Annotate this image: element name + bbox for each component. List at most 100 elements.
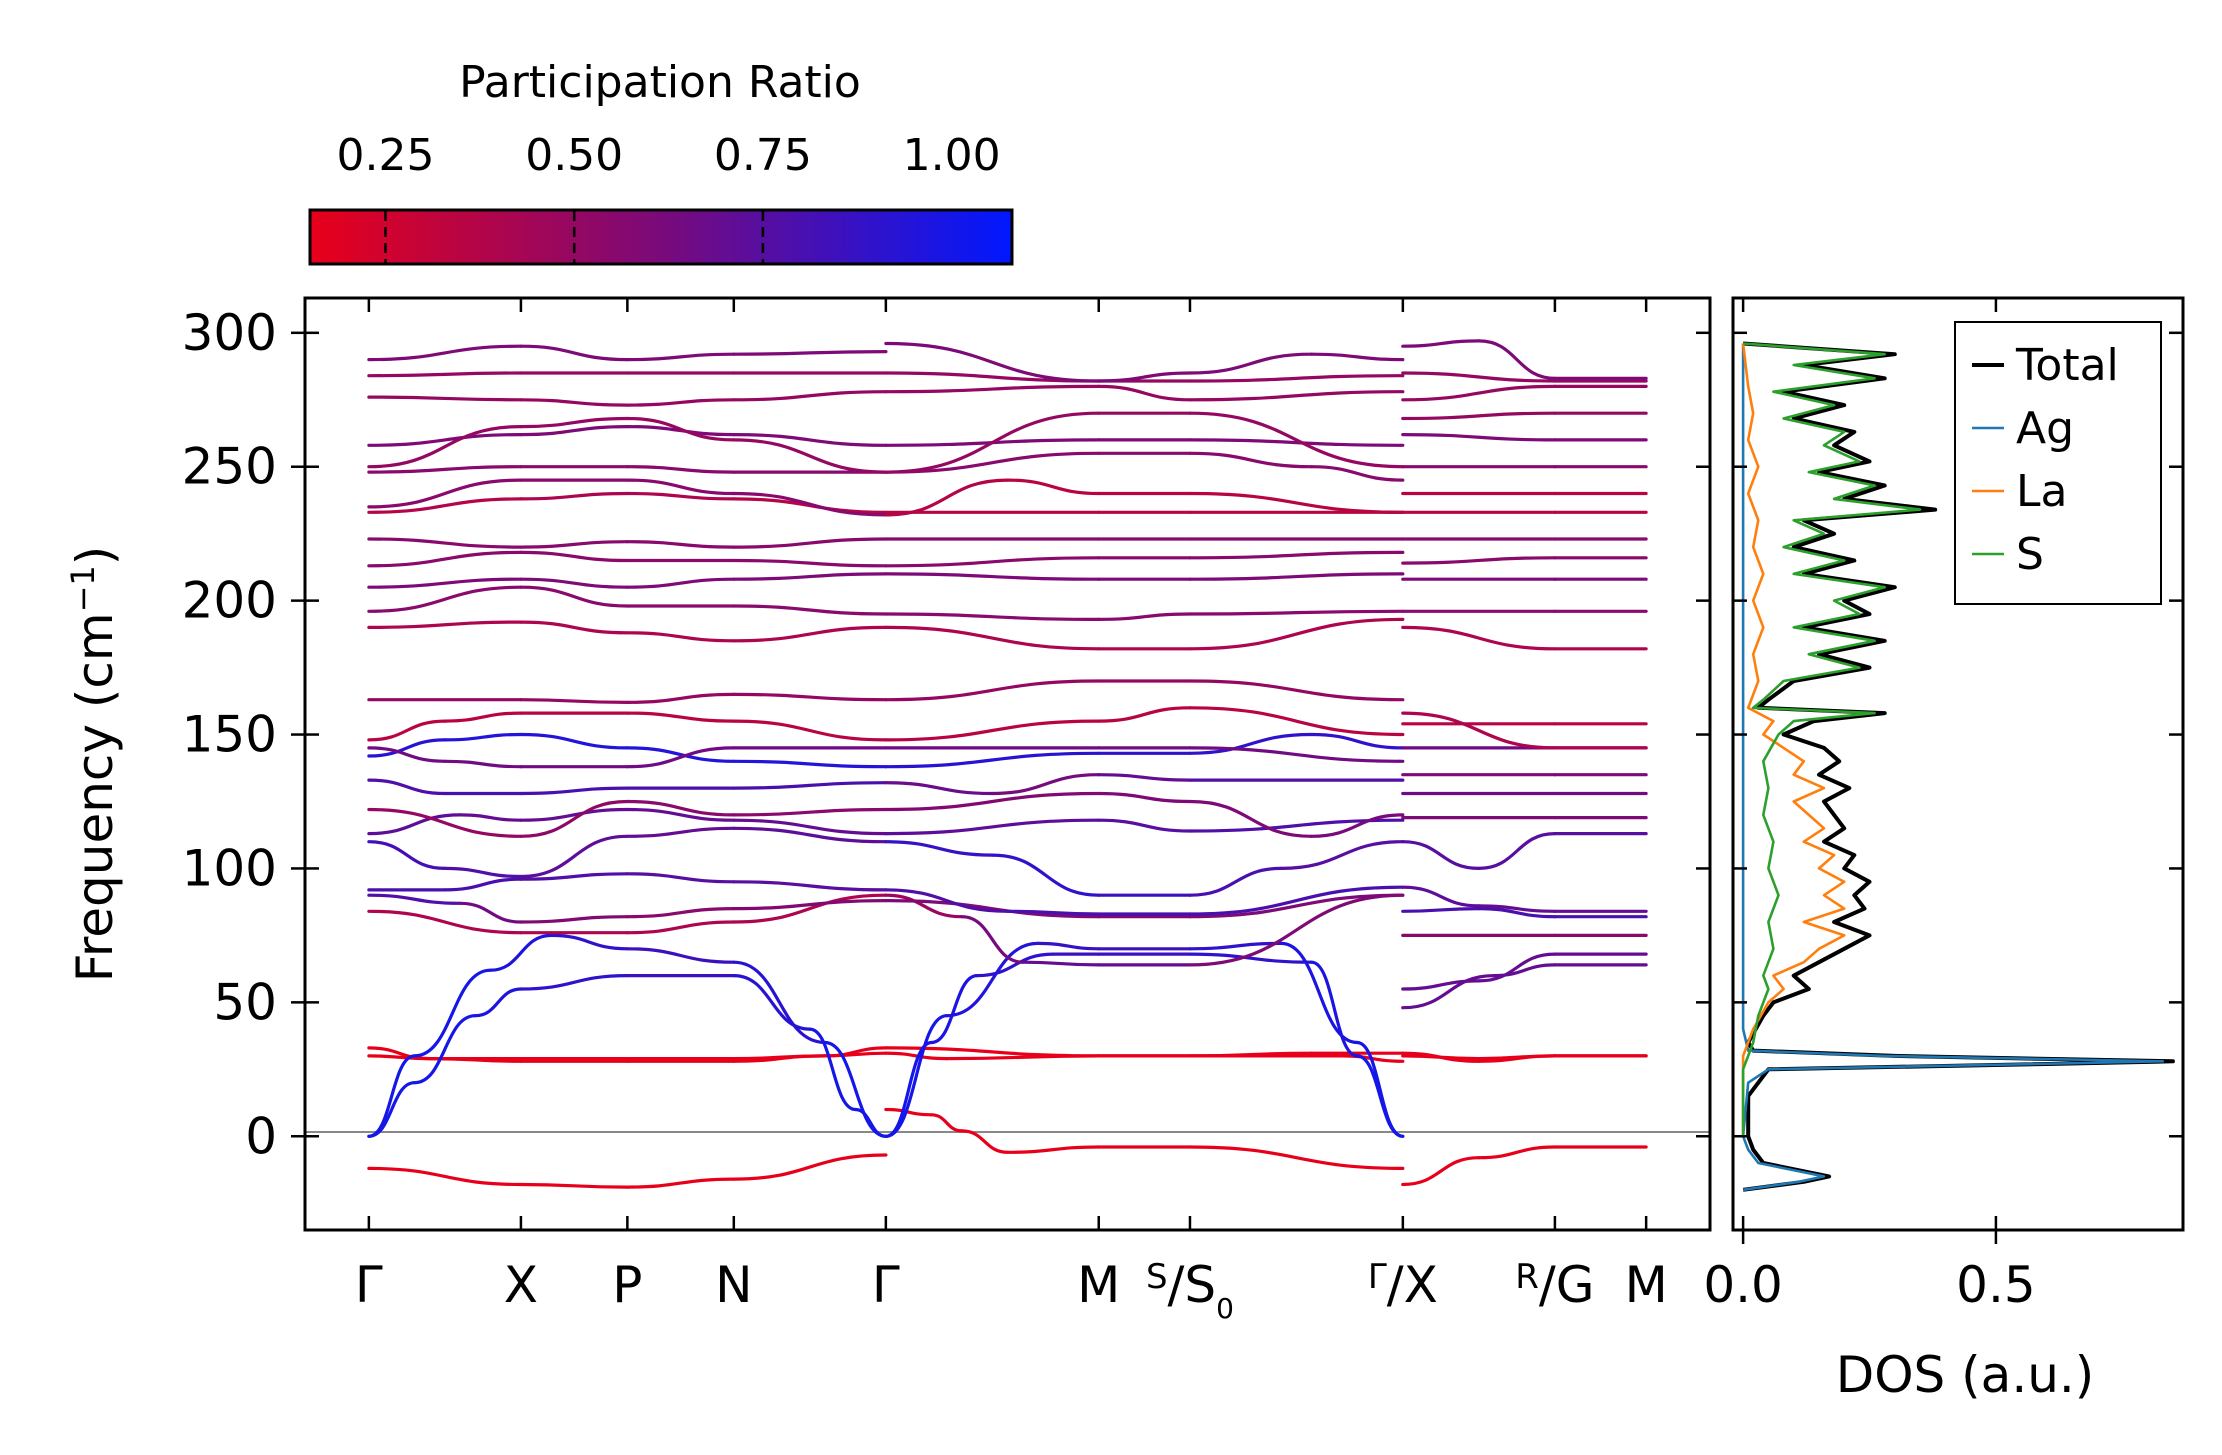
band-line-band-142 <box>884 751 1101 769</box>
band-line-band-125 <box>884 791 1101 812</box>
k-point-sup: Γ <box>1368 1257 1387 1297</box>
band-line-band-248 <box>1188 451 1314 469</box>
band-line-band-276 <box>625 398 736 407</box>
band-line-band-125 <box>732 807 888 817</box>
band-line-band-240 <box>1005 478 1101 496</box>
band-line-imag-1 <box>519 1182 629 1189</box>
k-point-split-label: S/S0 <box>1146 1256 1234 1325</box>
band-line-band-223 <box>625 540 736 549</box>
band-line-acoustic-2 <box>1036 941 1101 951</box>
band-line-band-142 <box>367 738 447 758</box>
band-line-band-118 <box>519 807 629 822</box>
dos-legend: Total Ag La S <box>1954 321 2162 605</box>
band-line-band-92 <box>1477 907 1557 919</box>
band-line-band-145 <box>625 746 736 769</box>
band-line-band-248 <box>1310 465 1405 482</box>
band-line-band-110 <box>1279 840 1405 870</box>
band-line-acoustic-1 <box>412 1014 477 1085</box>
band-line-band-205 <box>367 577 523 589</box>
band-line-band-150 <box>367 719 447 742</box>
band-line-band-266 <box>884 411 1101 474</box>
band-line-band-55 <box>1477 952 1557 983</box>
band-line-acoustic-1 <box>473 987 523 1018</box>
band-line-band-240 <box>625 478 736 496</box>
band-line-band-125 <box>519 799 629 838</box>
band-line-band-55 <box>625 920 736 935</box>
band-y-axis-label: Frequency (cm−1) <box>64 546 124 983</box>
band-line-band-110 <box>884 840 994 857</box>
band-line-acoustic-2 <box>1279 941 1359 1045</box>
band-line-band-150 <box>1188 706 1405 737</box>
band-line-band-110 <box>443 866 523 879</box>
band-line-band-142 <box>1188 732 1314 755</box>
band-line-band-258 <box>732 433 888 447</box>
band-line-band-125 <box>1097 791 1192 804</box>
band-line-band-223 <box>732 537 888 549</box>
band-line-band-283 <box>1401 371 1557 383</box>
band-line-band-266 <box>367 425 523 469</box>
band-line-ag-flat-2 <box>823 1046 888 1058</box>
band-line-band-205 <box>732 572 888 581</box>
band-line-band-145 <box>443 759 523 769</box>
band-line-band-233 <box>367 497 523 514</box>
k-point-label: Γ <box>355 1256 383 1314</box>
band-line-band-215 <box>1401 556 1557 565</box>
dos-line-la <box>1741 343 1846 1137</box>
band-line-band-92 <box>1188 885 1405 916</box>
band-y-tick-label: 150 <box>182 706 277 764</box>
band-line-band-290 <box>1097 371 1192 383</box>
k-point-main: /G <box>1539 1256 1595 1314</box>
k-point-main: /S <box>1168 1256 1217 1314</box>
band-line-band-266 <box>625 416 736 442</box>
band-line-band-110 <box>1401 885 1481 908</box>
band-line-band-233 <box>625 491 736 501</box>
band-line-band-248 <box>367 465 523 474</box>
band-line-band-142 <box>732 759 888 769</box>
band-line-band-142 <box>519 732 629 750</box>
band-line-band-276 <box>519 398 629 407</box>
band-line-band-133 <box>732 781 888 790</box>
band-line-acoustic-2 <box>732 960 827 1045</box>
band-line-band-92 <box>884 888 1010 913</box>
band-line-band-240 <box>732 491 888 517</box>
band-lines <box>367 339 1648 1189</box>
band-line-acoustic-1 <box>1188 952 1314 964</box>
band-line-band-290 <box>519 344 629 362</box>
dos-panel-frame <box>1731 296 2185 1232</box>
band-line-ag-flat-1 <box>884 1051 949 1061</box>
band-line-band-162 <box>1401 711 1557 750</box>
band-line-band-88 <box>519 915 629 924</box>
k-point-label: Γ <box>872 1256 900 1314</box>
band-panel-frame <box>303 296 1712 1232</box>
band-line-band-88 <box>458 901 523 924</box>
band-line-imag-1 <box>1477 1145 1557 1160</box>
band-line-band-183 <box>1188 617 1405 651</box>
colorbar-bar <box>308 208 1014 266</box>
dos-line-s <box>1741 342 1922 1137</box>
band-x-ticks: Γ X P N Γ M MS/S0Γ/X R/G <box>355 298 1668 1325</box>
band-line-band-92 <box>519 872 629 881</box>
band-line-band-195 <box>1188 609 1405 616</box>
band-line-band-110 <box>625 826 736 838</box>
band-line-band-183 <box>367 620 523 629</box>
band-line-band-290 <box>1188 352 1314 375</box>
band-line-acoustic-1 <box>975 952 1055 978</box>
band-line-band-266 <box>732 438 888 474</box>
band-line-band-118 <box>1401 840 1481 870</box>
band-line-band-283 <box>1188 374 1405 383</box>
band-line-band-240 <box>884 478 1010 517</box>
band-line-band-290 <box>1401 339 1481 348</box>
band-line-band-248 <box>884 451 1101 474</box>
k-point-label: P <box>612 1256 642 1314</box>
dos-x-tick-label: 0.5 <box>1956 1256 2036 1314</box>
band-line-acoustic-2 <box>625 947 736 964</box>
band-line-ag-flat-2 <box>367 1046 432 1061</box>
band-line-band-276 <box>1188 390 1405 402</box>
dos-lines <box>1741 341 2175 1192</box>
band-line-band-125 <box>1310 813 1405 838</box>
band-line-band-233 <box>519 491 629 501</box>
band-line-band-125 <box>1188 799 1314 838</box>
band-line-ag-flat-2 <box>1401 1051 1481 1063</box>
band-line-band-118 <box>1477 832 1557 870</box>
